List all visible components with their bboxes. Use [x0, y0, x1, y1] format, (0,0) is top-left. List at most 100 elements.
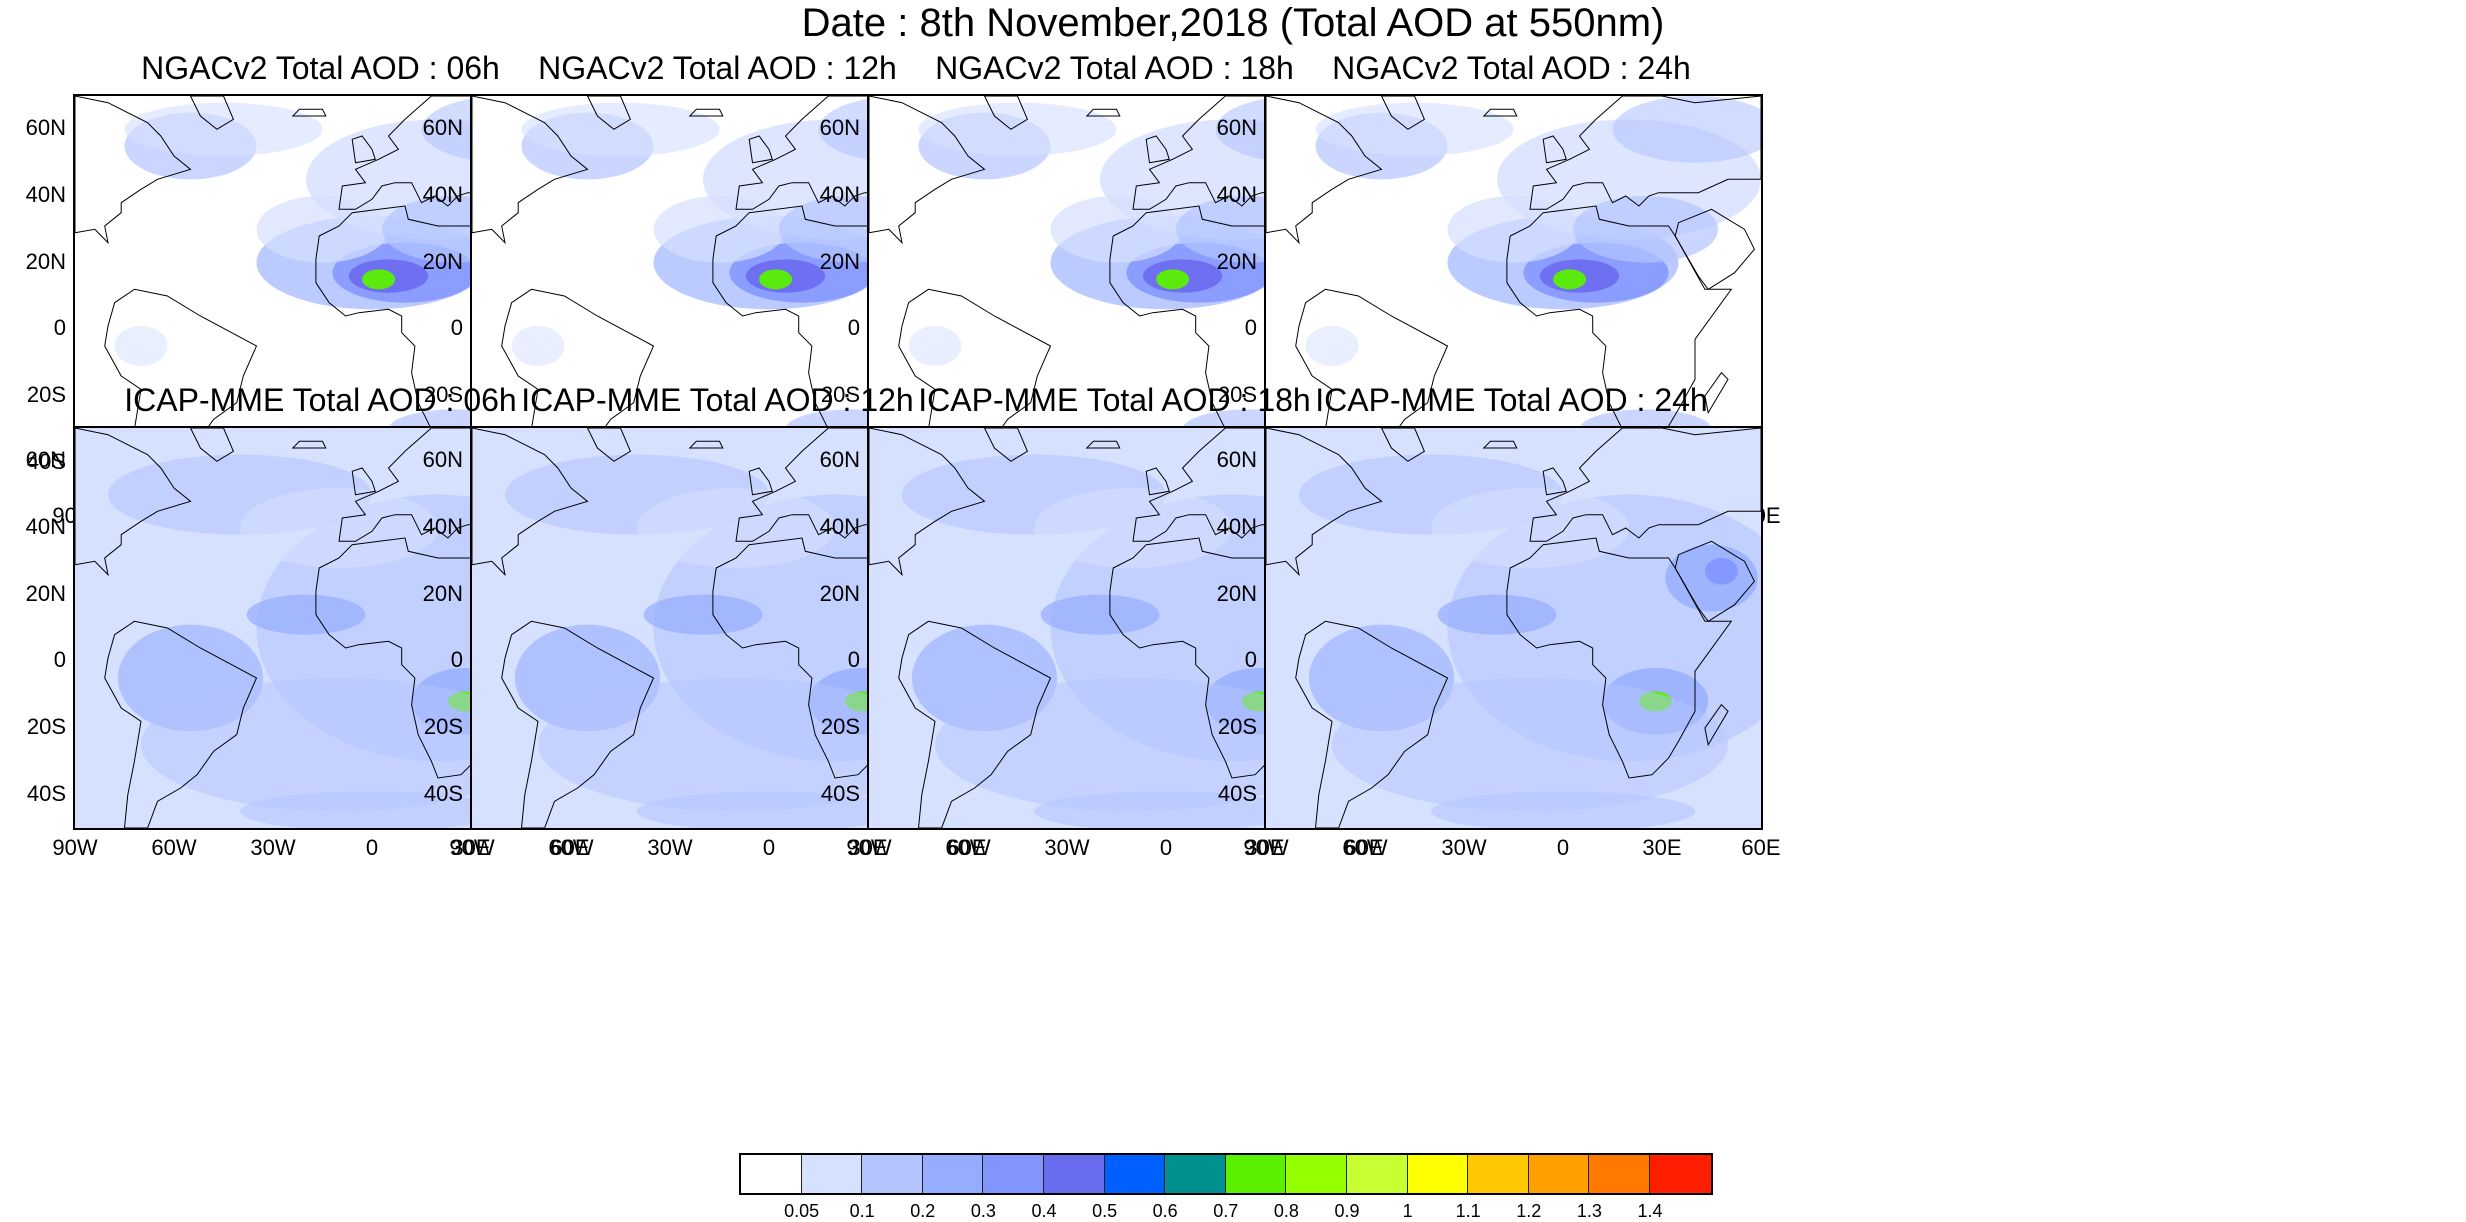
- y-tick-label: 20N: [819, 580, 860, 606]
- coastline-northAmerica: [869, 428, 986, 577]
- y-tick-label: 0: [450, 315, 463, 341]
- map-panel-ngacv2-24h: NGACv2 Total AOD : 24h60N40N20N020S40S90…: [1191, 48, 1781, 528]
- colorbar-label: 1.2: [1516, 1201, 1542, 1221]
- y-tick-label: 0: [1244, 315, 1257, 341]
- aod-region: [124, 102, 323, 156]
- coastline-greenland: [1380, 96, 1426, 130]
- x-tick-label: 30E: [451, 835, 491, 860]
- x-tick-label: 30W: [1441, 835, 1487, 860]
- y-tick-label: 20S: [26, 382, 66, 407]
- colorbar-label: 0.3: [970, 1201, 996, 1221]
- coastline-southAmerica: [501, 620, 655, 828]
- aod-region: [1040, 594, 1160, 635]
- y-tick-label: 40N: [1216, 182, 1257, 207]
- x-tick-label: 60W: [1342, 835, 1388, 860]
- colorbar-box: [922, 1155, 984, 1193]
- x-tick-label: 0: [762, 835, 776, 860]
- y-tick-label: 20S: [423, 714, 463, 739]
- aod-region: [1305, 326, 1359, 366]
- coastline-southAmerica: [104, 620, 258, 828]
- coastline-iceland: [1085, 108, 1121, 117]
- coastline-britain: [351, 467, 376, 496]
- y-tick-label: 40S: [26, 780, 66, 806]
- colorbar-box: [1468, 1155, 1529, 1193]
- y-tick-label: 40S: [26, 448, 66, 474]
- aod-region: [637, 488, 835, 568]
- colorbar-label: 0.9: [1334, 1201, 1360, 1221]
- aod-region: [1704, 558, 1738, 585]
- x-tick-label: 0: [1556, 835, 1570, 860]
- coastline-northAmerica: [1266, 96, 1383, 245]
- x-tick-label: 60W: [945, 835, 991, 860]
- y-tick-label: 60N: [25, 447, 66, 473]
- aod-region: [240, 791, 504, 828]
- aod-region: [1156, 269, 1190, 290]
- coastline-madagascar: [1704, 371, 1729, 415]
- y-tick-label: 20N: [1216, 248, 1257, 274]
- y-tick-label: 40N: [819, 182, 860, 207]
- y-tick-label: 0: [53, 315, 66, 341]
- panel-title: ICAP-MME Total AOD : 24h: [1315, 382, 1708, 418]
- coastline-iceland: [1482, 108, 1518, 117]
- colorbar-label: 0.1: [849, 1201, 875, 1221]
- panel-title: ICAP-MME Total AOD : 12h: [521, 382, 914, 418]
- coastline-iceland: [1482, 440, 1518, 449]
- colorbar-label: 1.4: [1637, 1201, 1663, 1221]
- x-tick-label: 60E: [1344, 835, 1384, 860]
- aod-region: [1315, 102, 1514, 156]
- coastline-britain: [748, 135, 773, 164]
- coastline-iceland: [291, 108, 327, 117]
- y-tick-label: 20N: [25, 248, 66, 274]
- x-tick-label: 90W: [52, 835, 98, 860]
- x-tick-label: 60E: [1741, 835, 1781, 860]
- x-tick-label: 30E: [1245, 835, 1285, 860]
- y-tick-label: 20N: [819, 248, 860, 274]
- y-tick-label: 40N: [819, 514, 860, 539]
- y-tick-label: 0: [1244, 647, 1257, 673]
- coastline-greenland: [983, 428, 1029, 462]
- aod-region: [240, 488, 438, 568]
- y-tick-label: 20S: [1217, 714, 1257, 739]
- colorbar-box: [1225, 1155, 1287, 1193]
- colorbar-box: [862, 1155, 923, 1193]
- y-tick-label: 60N: [819, 447, 860, 473]
- colorbar-label: 0.4: [1031, 1201, 1057, 1221]
- aod-region: [1612, 96, 1761, 163]
- colorbar-label: 1.1: [1455, 1201, 1481, 1221]
- y-tick-label: 0: [847, 315, 860, 341]
- colorbar-box: [1589, 1155, 1650, 1193]
- x-tick-label: 30W: [1044, 835, 1090, 860]
- coastline-britain: [351, 135, 376, 164]
- colorbar-box: [1407, 1155, 1469, 1193]
- coastline-greenland: [586, 428, 632, 462]
- colorbar-box: [1528, 1155, 1590, 1193]
- y-tick-label: 60N: [25, 115, 66, 141]
- y-tick-label: 60N: [1216, 447, 1257, 473]
- x-tick-label: 0: [365, 835, 379, 860]
- x-tick-label: 90W: [1243, 835, 1289, 860]
- colorbar-box: [1165, 1155, 1226, 1193]
- aod-region: [511, 326, 565, 366]
- y-tick-label: 20N: [422, 580, 463, 606]
- y-tick-label: 20N: [1216, 580, 1257, 606]
- aod-region: [1431, 791, 1695, 828]
- coastline-britain: [748, 467, 773, 496]
- coastline-britain: [1145, 135, 1170, 164]
- x-tick-label: 60E: [550, 835, 590, 860]
- x-tick-label: 30E: [1642, 835, 1682, 860]
- y-tick-label: 20S: [820, 714, 860, 739]
- aod-colorbar: [739, 1153, 1713, 1195]
- aod-region: [1572, 196, 1719, 263]
- coastline-arabia: [1674, 540, 1755, 622]
- colorbar-box: [741, 1155, 802, 1193]
- y-tick-label: 20S: [1217, 382, 1257, 407]
- y-tick-label: 40S: [1217, 780, 1257, 806]
- coastline-britain: [1145, 467, 1170, 496]
- coastline-northAmerica: [75, 428, 192, 577]
- aod-region: [521, 102, 720, 156]
- aod-region: [1553, 269, 1587, 290]
- colorbar-label: 0.6: [1152, 1201, 1178, 1221]
- y-tick-label: 40N: [1216, 514, 1257, 539]
- y-tick-label: 20S: [820, 382, 860, 407]
- coastline-northAmerica: [869, 96, 986, 245]
